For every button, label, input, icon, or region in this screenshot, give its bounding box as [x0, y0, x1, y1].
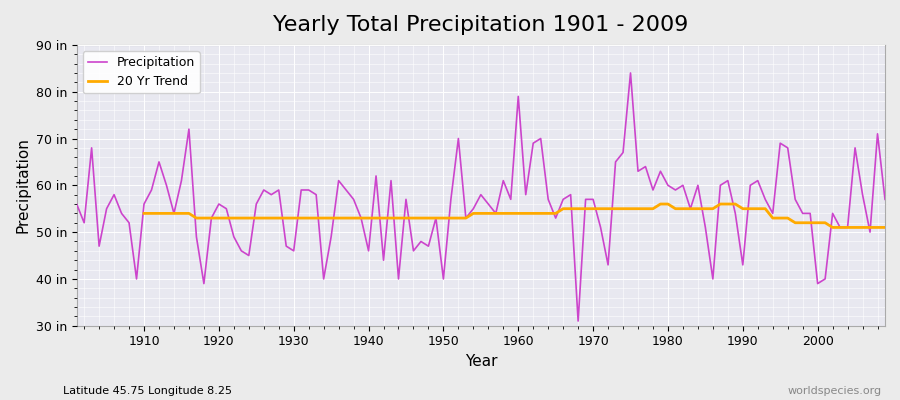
Precipitation	[296, 188, 307, 192]
Precipitation	[71, 202, 82, 206]
20 Yr Trend	[310, 216, 321, 220]
20 Yr Trend	[139, 211, 149, 216]
Precipitation	[506, 197, 517, 202]
20 Yr Trend	[580, 206, 591, 211]
Legend: Precipitation, 20 Yr Trend: Precipitation, 20 Yr Trend	[83, 51, 200, 93]
Y-axis label: Precipitation: Precipitation	[15, 137, 30, 233]
20 Yr Trend	[655, 202, 666, 206]
Precipitation	[513, 94, 524, 99]
20 Yr Trend	[879, 225, 890, 230]
20 Yr Trend	[834, 225, 845, 230]
Title: Yearly Total Precipitation 1901 - 2009: Yearly Total Precipitation 1901 - 2009	[273, 15, 688, 35]
20 Yr Trend	[827, 225, 838, 230]
Precipitation	[572, 319, 583, 324]
20 Yr Trend	[857, 225, 868, 230]
Text: worldspecies.org: worldspecies.org	[788, 386, 882, 396]
Precipitation	[610, 160, 621, 164]
Precipitation	[626, 70, 636, 75]
X-axis label: Year: Year	[464, 354, 497, 369]
Precipitation	[341, 188, 352, 192]
Precipitation	[879, 197, 890, 202]
Line: Precipitation: Precipitation	[76, 73, 885, 321]
20 Yr Trend	[281, 216, 292, 220]
Precipitation	[131, 276, 142, 281]
Line: 20 Yr Trend: 20 Yr Trend	[144, 204, 885, 228]
20 Yr Trend	[520, 211, 531, 216]
Text: Latitude 45.75 Longitude 8.25: Latitude 45.75 Longitude 8.25	[63, 386, 232, 396]
